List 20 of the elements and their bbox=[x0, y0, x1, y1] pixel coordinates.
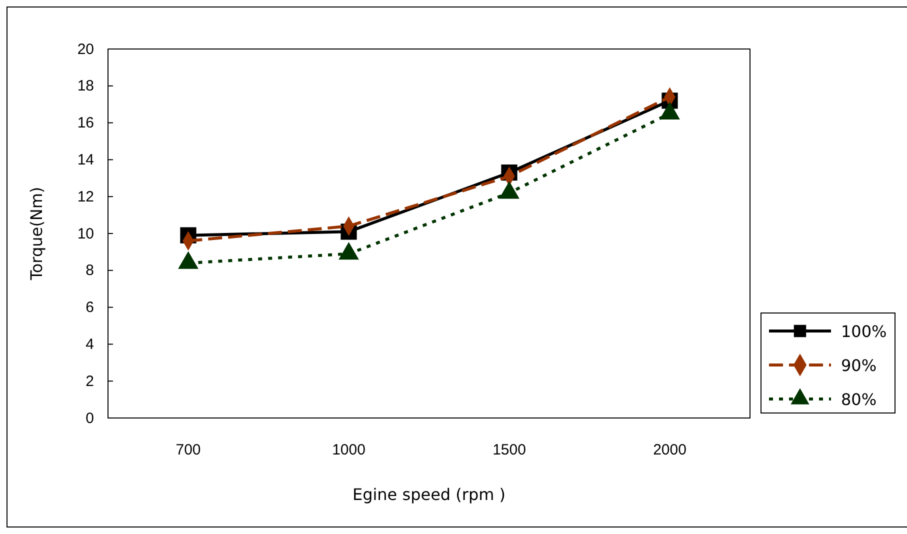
y-tick-label: 4 bbox=[86, 336, 94, 353]
y-tick-label: 18 bbox=[77, 78, 94, 95]
y-axis-title: Torque(Nm) bbox=[27, 186, 46, 282]
y-tick-label: 8 bbox=[86, 262, 94, 280]
y-tick-label: 6 bbox=[86, 299, 94, 316]
legend-label: 100% bbox=[841, 322, 887, 341]
y-tick-label: 2 bbox=[86, 372, 94, 390]
x-tick-label: 2000 bbox=[653, 442, 686, 459]
y-tick-label: 14 bbox=[77, 152, 94, 168]
legend-label: 80% bbox=[841, 390, 877, 409]
y-tick-label: 10 bbox=[77, 225, 94, 242]
y-tick-label: 16 bbox=[77, 114, 94, 132]
y-tick-label: 0 bbox=[86, 410, 94, 427]
y-tick-label: 12 bbox=[77, 188, 94, 206]
x-tick-label: 1000 bbox=[332, 442, 366, 459]
x-tick-label: 1500 bbox=[492, 442, 526, 459]
x-tick-label: 700 bbox=[176, 442, 201, 459]
x-axis-title: Egine speed (rpm ) bbox=[352, 485, 506, 504]
y-tick-label: 20 bbox=[77, 40, 94, 58]
legend-label: 90% bbox=[841, 356, 877, 375]
